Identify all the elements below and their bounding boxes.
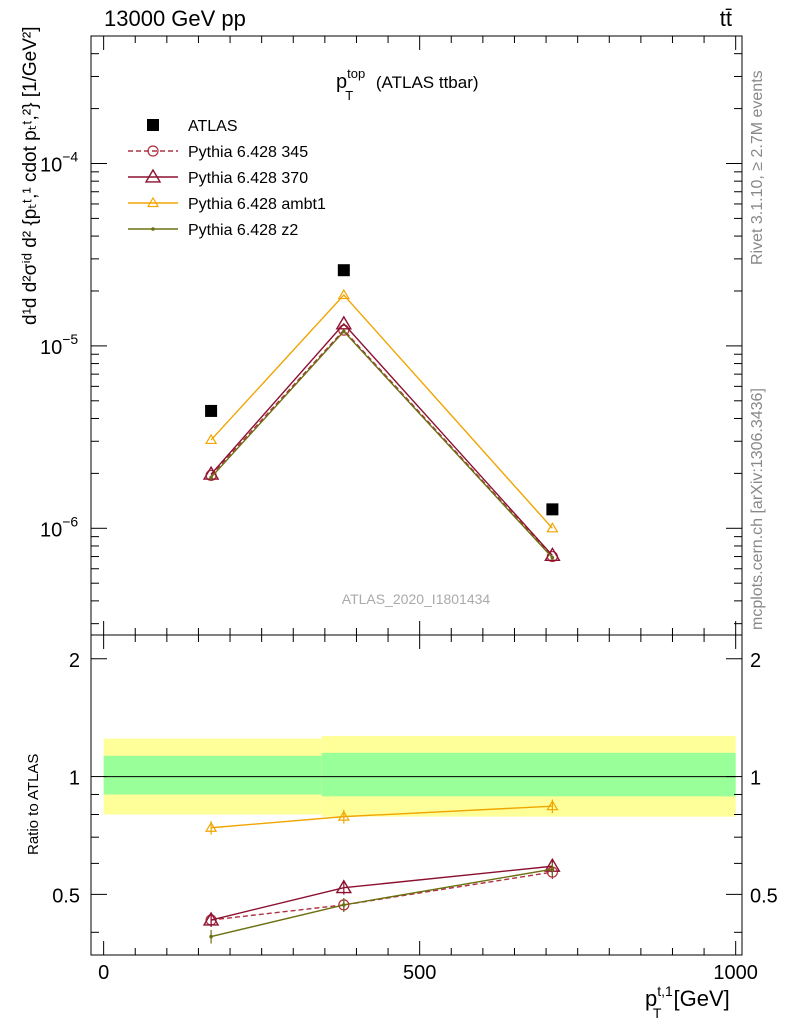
series-point-z2 bbox=[209, 475, 213, 480]
ratio-point-ambt1 bbox=[546, 800, 559, 811]
y-tick-label-ratio-left: 0.5 bbox=[52, 885, 80, 907]
main-y-axis-label: d¹d d²σⁱᵈ d² {pₜᵗ,¹ cdot pₜᵗ,²} [1/GeV²] bbox=[20, 27, 41, 325]
legend-label-atlas: ATLAS bbox=[188, 118, 238, 135]
series-point-ambt1 bbox=[205, 433, 218, 445]
legend: ATLAS Pythia 6.428 345 Pythia 6.428 370 Pyt… bbox=[128, 118, 326, 239]
series-point-z2 bbox=[550, 555, 555, 560]
header-process: tt̄ bbox=[720, 6, 732, 31]
legend-marker-ambt1 bbox=[146, 196, 160, 208]
axis-ticks: 0 500 1000 10−4 10−5 10−6 0.5 0.5 1 1 2 2 bbox=[40, 35, 778, 984]
series-point-z2 bbox=[342, 329, 346, 334]
legend-marker-atlas bbox=[147, 119, 159, 131]
ratio-bands bbox=[103, 735, 736, 817]
y-tick-label-ratio-right: 1 bbox=[750, 768, 761, 790]
y-tick-label-main: 10−4 bbox=[40, 148, 78, 176]
y-tick-label-ratio-left: 2 bbox=[69, 650, 80, 672]
legend-label-p370: Pythia 6.428 370 bbox=[188, 170, 308, 187]
band-inner-0 bbox=[103, 755, 322, 795]
mcplots-label: mcplots.cern.ch [arXiv:1306.3436] bbox=[749, 388, 766, 630]
legend-label-ambt1: Pythia 6.428 ambt1 bbox=[188, 196, 326, 213]
x-tick-label: 1000 bbox=[713, 962, 758, 984]
ratio-point-z2 bbox=[550, 867, 555, 871]
legend-marker-z2 bbox=[151, 227, 155, 231]
rivet-label: Rivet 3.1.10, ≥ 2.7M events bbox=[749, 70, 766, 265]
series-line-p370 bbox=[210, 322, 553, 556]
ratio-point-ambt1 bbox=[205, 821, 218, 832]
legend-marker-p370 bbox=[144, 168, 162, 183]
y-tick-label-ratio-right: 0.5 bbox=[750, 885, 778, 907]
header-energy: 13000 GeV pp bbox=[104, 6, 246, 31]
x-tick-label: 0 bbox=[98, 962, 109, 984]
series-point-ambt1 bbox=[337, 288, 350, 300]
legend-label-z2: Pythia 6.428 z2 bbox=[188, 222, 298, 239]
legend-marker-p345 bbox=[147, 145, 159, 157]
x-tick-label: 500 bbox=[403, 962, 436, 984]
series-line-ambt1 bbox=[210, 294, 553, 529]
ratio-point-p370 bbox=[202, 911, 220, 926]
ratio-line-p370 bbox=[210, 865, 553, 921]
ratio-point-ambt1 bbox=[337, 810, 350, 821]
main-plot-series bbox=[202, 264, 561, 563]
legend-label-p345: Pythia 6.428 345 bbox=[188, 144, 308, 161]
band-inner-1 bbox=[321, 752, 736, 797]
y-tick-label-main: 10−6 bbox=[40, 513, 78, 541]
ratio-point-z2 bbox=[209, 934, 213, 939]
ratio-plot-series bbox=[202, 799, 561, 944]
plot-title: ptop T (ATLAS ttbar) bbox=[336, 66, 479, 103]
atlas-point bbox=[205, 404, 218, 417]
ratio-line-p345 bbox=[211, 871, 553, 921]
ratio-point-p370 bbox=[335, 879, 353, 894]
atlas-point bbox=[337, 264, 350, 277]
analysis-watermark: ATLAS_2020_I1801434 bbox=[342, 591, 491, 607]
ratio-frame bbox=[90, 634, 743, 956]
ratio-y-axis-label: Ratio to ATLAS bbox=[25, 754, 42, 855]
series-point-p370 bbox=[335, 315, 353, 330]
ratio-line-z2 bbox=[210, 868, 553, 938]
x-axis-label: pt,1 T [GeV] bbox=[645, 983, 730, 1021]
atlas-point bbox=[546, 503, 559, 516]
y-tick-label-ratio-right: 2 bbox=[750, 650, 761, 672]
series-line-p345 bbox=[210, 329, 553, 558]
y-tick-label-ratio-left: 1 bbox=[69, 768, 80, 790]
ratio-point-z2 bbox=[342, 903, 346, 907]
y-tick-label-main: 10−5 bbox=[40, 331, 78, 359]
series-point-ambt1 bbox=[546, 522, 559, 533]
